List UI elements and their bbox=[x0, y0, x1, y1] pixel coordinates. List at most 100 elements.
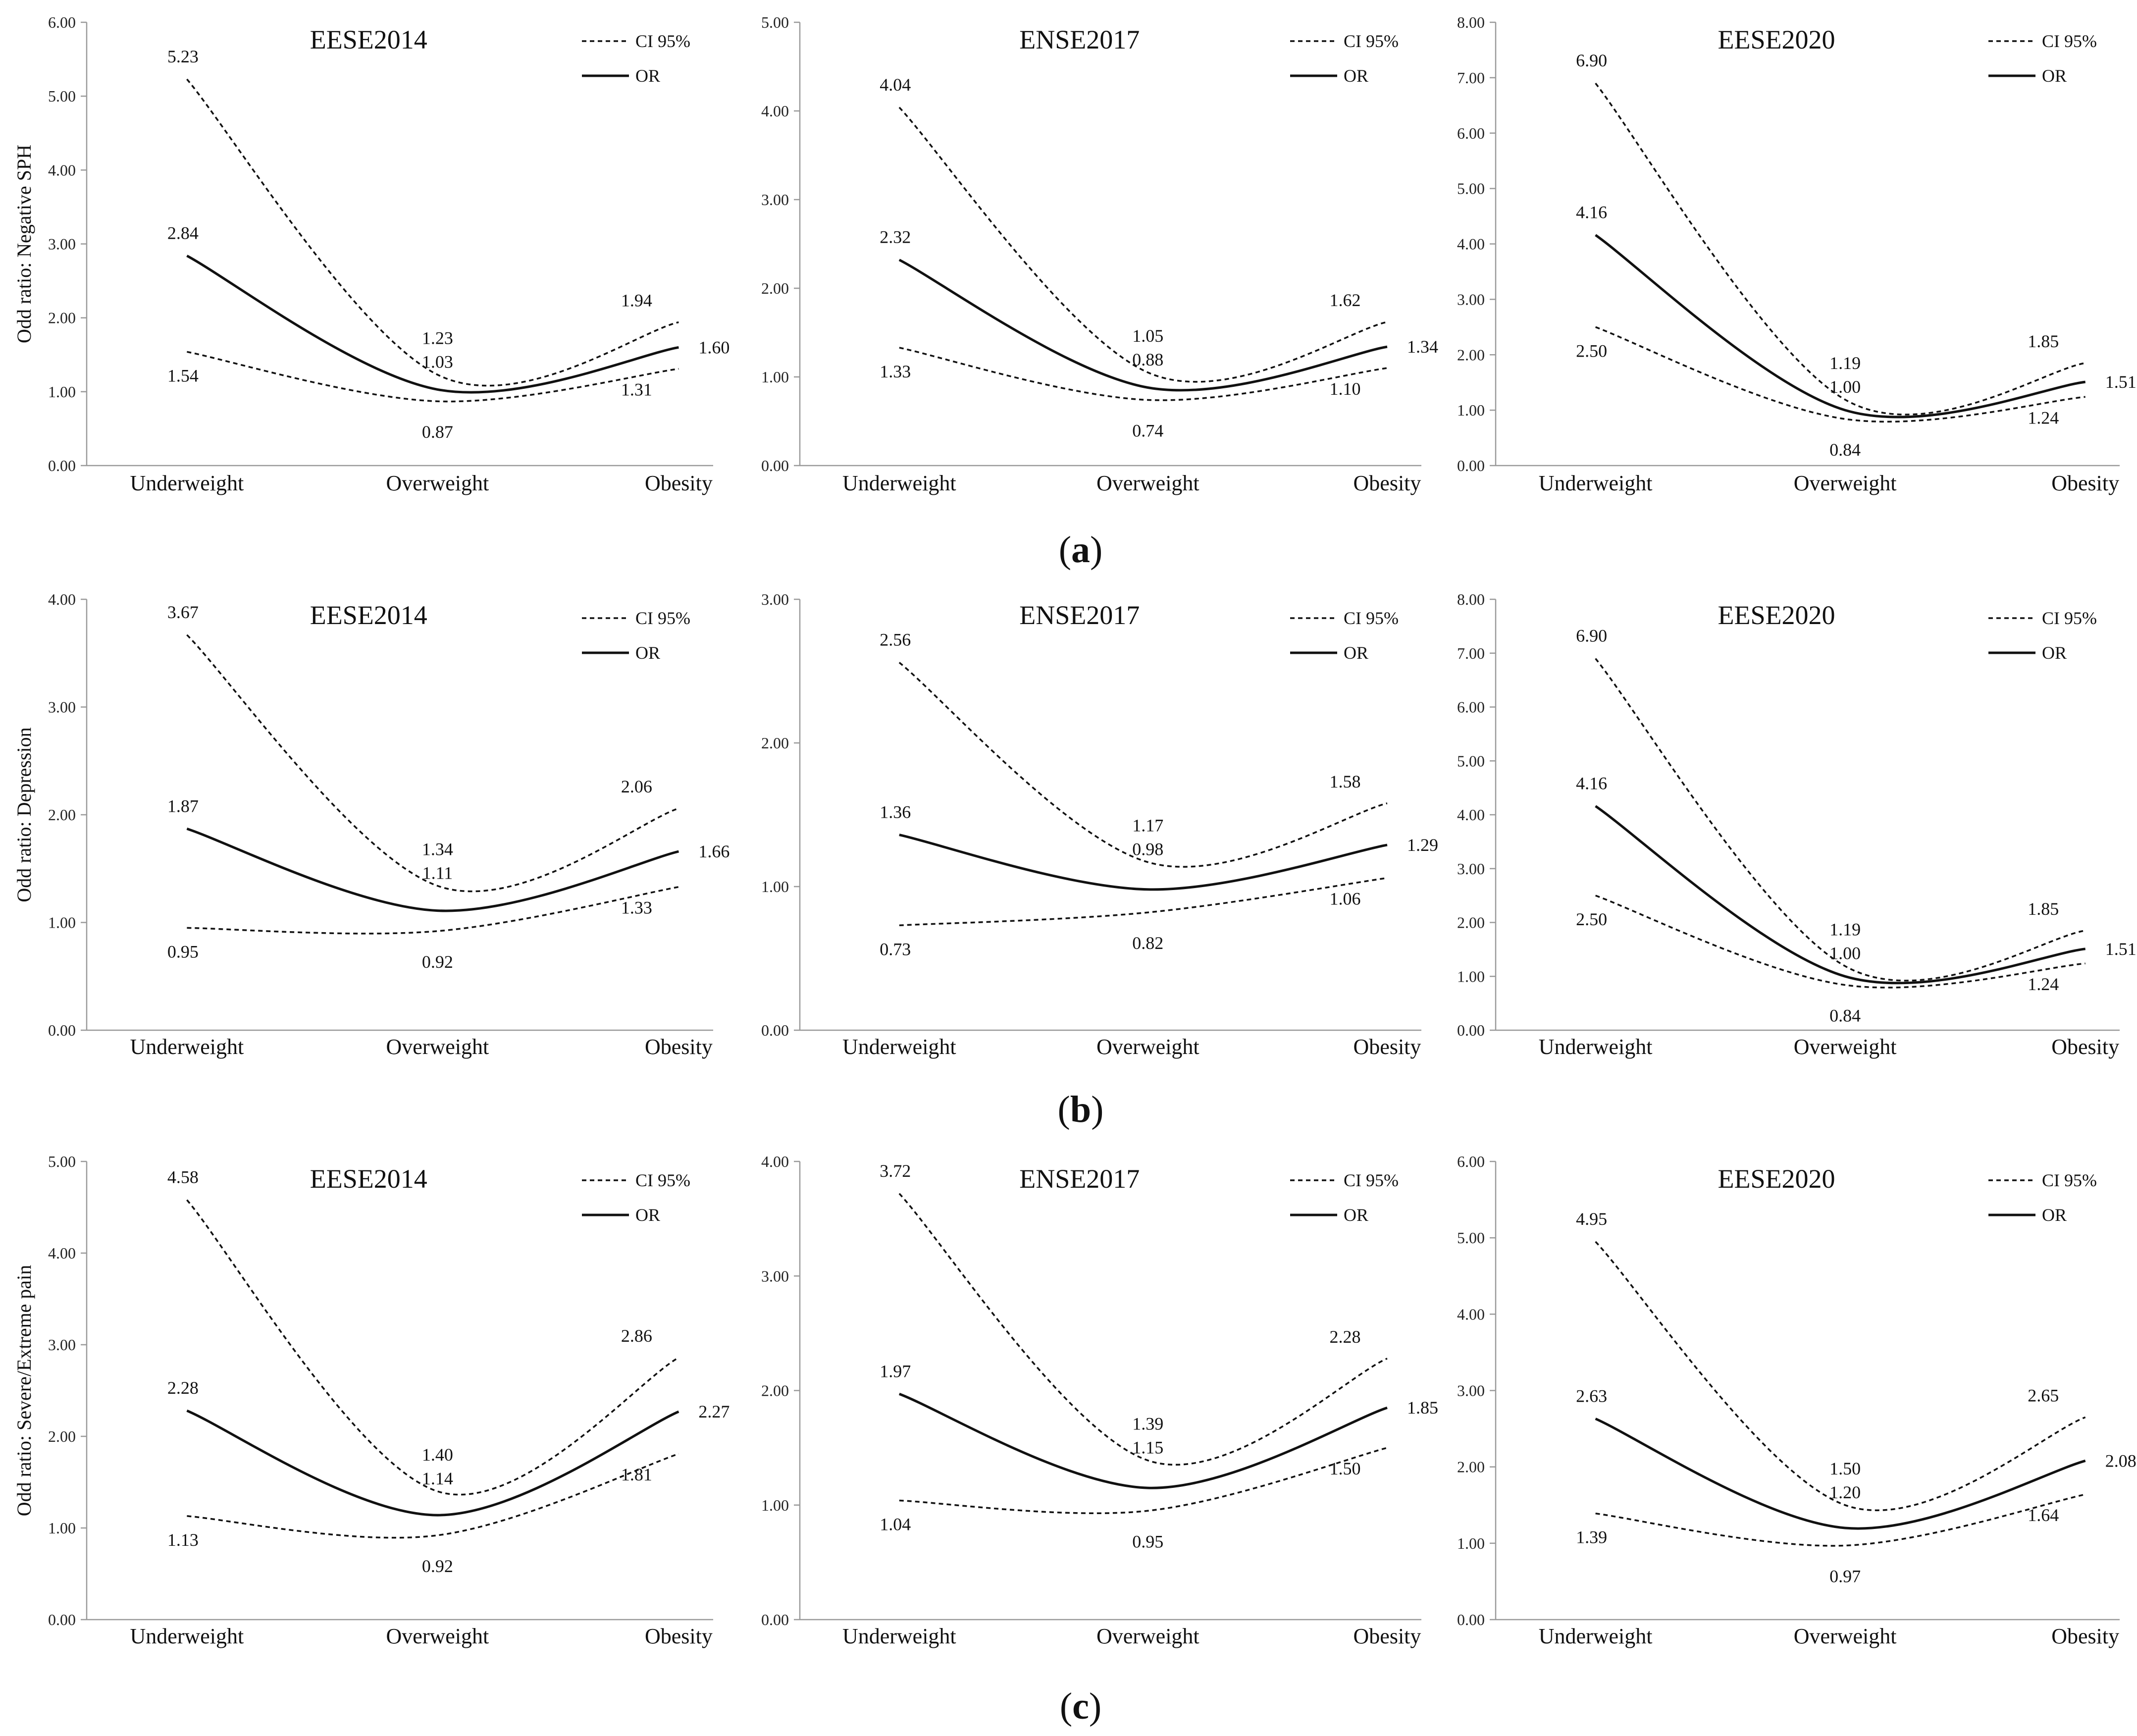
x-category-label: Overweight bbox=[386, 1035, 489, 1059]
data-label-ci-upper: 1.85 bbox=[2028, 331, 2059, 351]
data-label-ci-lower: 0.97 bbox=[1829, 1566, 1861, 1586]
data-label-ci-lower: 0.84 bbox=[1829, 1006, 1861, 1026]
x-category-label: Underweight bbox=[842, 1624, 956, 1648]
series-line-or bbox=[1595, 1418, 2086, 1530]
y-tick-label: 1.00 bbox=[48, 914, 76, 932]
x-category-label: Overweight bbox=[1794, 1035, 1897, 1059]
data-label-or: 1.15 bbox=[1132, 1438, 1163, 1458]
x-category-label: Obesity bbox=[645, 1624, 713, 1648]
x-category-label: Obesity bbox=[645, 1035, 713, 1059]
legend-ci-label: CI 95% bbox=[1344, 31, 1399, 51]
series-line-ci-lower bbox=[1595, 1493, 2086, 1547]
x-category-label: Obesity bbox=[2051, 1624, 2119, 1648]
y-tick-label: 0.00 bbox=[761, 1611, 789, 1629]
data-label-or: 1.29 bbox=[1407, 835, 1438, 855]
data-label-or: 1.51 bbox=[2105, 939, 2137, 959]
y-tick-label: 0.00 bbox=[48, 457, 76, 474]
chart-title: ENSE2017 bbox=[1019, 1164, 1140, 1194]
data-label-ci-lower: 1.13 bbox=[167, 1530, 199, 1550]
x-category-label: Overweight bbox=[386, 1624, 489, 1648]
y-tick-label: 2.00 bbox=[48, 309, 76, 327]
data-label-ci-lower: 1.24 bbox=[2028, 408, 2059, 427]
x-category-label: Overweight bbox=[1096, 471, 1199, 495]
data-label-or: 1.36 bbox=[880, 802, 911, 822]
data-label-ci-lower: 0.95 bbox=[167, 942, 199, 961]
x-category-label: Obesity bbox=[1354, 471, 1421, 495]
x-category-label: Underweight bbox=[1539, 1035, 1653, 1059]
x-category-label: Obesity bbox=[1354, 1624, 1421, 1648]
data-label-or: 1.14 bbox=[422, 1469, 453, 1488]
y-tick-label: 3.00 bbox=[1457, 1382, 1485, 1400]
series-line-or bbox=[1595, 234, 2085, 419]
panel-label-close: ) bbox=[1089, 1685, 1101, 1727]
chart-panel-6: 0.00 1.00 2.00 3.00 4.00 5.00 6.00 7.00 8.00 Unde… bbox=[1457, 590, 2137, 1059]
data-label-or: 1.11 bbox=[422, 863, 453, 883]
series-line-ci-lower bbox=[899, 1447, 1388, 1514]
y-tick-label: 5.00 bbox=[1457, 1229, 1485, 1247]
series-line-ci-lower bbox=[1595, 894, 2085, 989]
data-label-or: 0.98 bbox=[1132, 840, 1163, 859]
chart-panel-2: 0.00 1.00 2.00 3.00 4.00 5.00 Underweight Overw… bbox=[761, 13, 1438, 495]
y-tick-label: 5.00 bbox=[1457, 180, 1485, 198]
y-tick-label: 0.00 bbox=[761, 457, 789, 474]
data-label-or: 0.88 bbox=[1132, 350, 1163, 369]
chart-title: EESE2020 bbox=[1718, 25, 1835, 54]
legend-or-label: OR bbox=[1344, 643, 1368, 663]
x-category-label: Obesity bbox=[1354, 1035, 1421, 1059]
y-tick-label: 2.00 bbox=[48, 1427, 76, 1445]
panel-label-close: ) bbox=[1090, 529, 1102, 571]
data-label-ci-upper: 1.19 bbox=[1829, 353, 1861, 373]
series-line-ci-lower bbox=[187, 1453, 679, 1539]
data-label-ci-upper: 1.23 bbox=[422, 328, 453, 348]
data-label-or: 2.84 bbox=[167, 223, 199, 243]
data-label-or: 1.66 bbox=[698, 842, 730, 861]
y-tick-label: 0.00 bbox=[48, 1021, 76, 1039]
data-label-ci-lower: 0.73 bbox=[880, 939, 911, 959]
series-line-ci-upper bbox=[1595, 658, 2085, 982]
data-label-ci-upper: 1.39 bbox=[1132, 1414, 1163, 1434]
y-tick-label: 3.00 bbox=[48, 698, 76, 716]
series-line-ci-lower bbox=[187, 886, 679, 935]
y-tick-label: 1.00 bbox=[761, 878, 789, 895]
data-label-ci-upper: 2.86 bbox=[621, 1326, 652, 1346]
series-line-or bbox=[898, 1393, 1388, 1489]
y-tick-label: 8.00 bbox=[1457, 13, 1485, 31]
data-label-ci-lower: 1.04 bbox=[880, 1515, 911, 1534]
legend-ci-label: CI 95% bbox=[635, 608, 690, 628]
y-tick-label: 1.00 bbox=[761, 368, 789, 386]
y-tick-label: 4.00 bbox=[48, 1244, 76, 1262]
y-tick-label: 4.00 bbox=[1457, 1305, 1485, 1323]
x-category-label: Obesity bbox=[645, 471, 713, 495]
data-label-ci-upper: 3.72 bbox=[880, 1161, 911, 1181]
data-label-or: 2.27 bbox=[698, 1402, 730, 1421]
legend-ci-label: CI 95% bbox=[1344, 1170, 1399, 1190]
data-label-or: 1.85 bbox=[1407, 1398, 1438, 1418]
series-line-ci-upper bbox=[186, 1199, 679, 1496]
y-tick-label: 2.00 bbox=[761, 734, 789, 752]
legend-or-label: OR bbox=[1344, 66, 1368, 86]
data-label-ci-upper: 1.40 bbox=[422, 1445, 453, 1465]
series-line-ci-lower bbox=[899, 877, 1388, 927]
data-label-or: 2.32 bbox=[880, 227, 911, 247]
series-line-or bbox=[1595, 805, 2085, 985]
data-label-ci-lower: 0.87 bbox=[422, 422, 453, 442]
x-category-label: Overweight bbox=[1794, 471, 1897, 495]
data-label-ci-upper: 2.56 bbox=[880, 630, 911, 650]
chart-panel-7: 0.00 1.00 2.00 3.00 4.00 5.00 Underweight Overw… bbox=[13, 1153, 730, 1648]
series-line-ci-upper bbox=[186, 634, 679, 893]
data-label-ci-upper: 1.62 bbox=[1329, 290, 1360, 310]
y-tick-label: 4.00 bbox=[1457, 806, 1485, 824]
data-label-ci-upper: 4.04 bbox=[880, 75, 911, 95]
series-line-ci-lower bbox=[187, 351, 679, 403]
legend-ci-label: CI 95% bbox=[2042, 31, 2097, 51]
data-label-ci-lower: 1.33 bbox=[880, 362, 911, 381]
data-label-ci-lower: 0.84 bbox=[1829, 440, 1861, 460]
data-label-ci-upper: 2.28 bbox=[1329, 1327, 1360, 1347]
y-tick-label: 2.00 bbox=[1457, 1458, 1485, 1476]
legend-or-label: OR bbox=[2042, 643, 2067, 663]
y-axis-title: Odd ratio: Severe/Extreme pain bbox=[13, 1265, 35, 1517]
data-label-ci-lower: 1.39 bbox=[1576, 1527, 1607, 1547]
y-tick-label: 2.00 bbox=[1457, 346, 1485, 364]
y-tick-label: 1.00 bbox=[48, 383, 76, 401]
